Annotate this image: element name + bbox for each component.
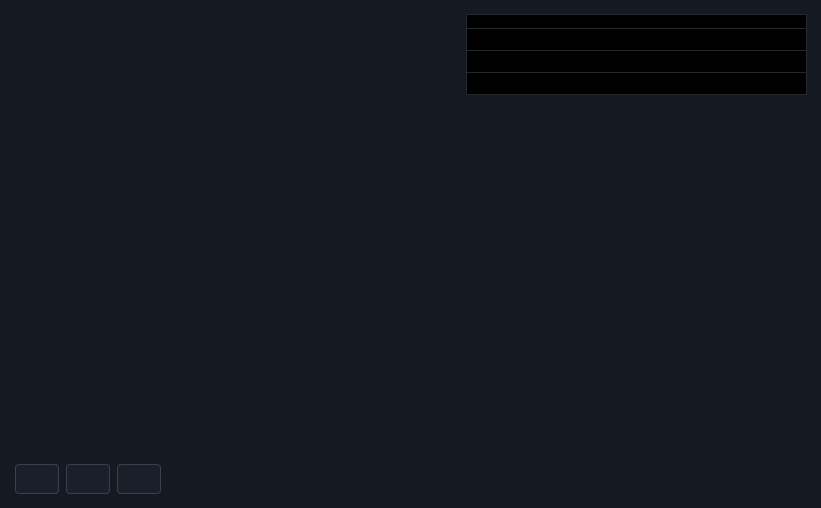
tooltip-date [467, 15, 806, 28]
tooltip-row-earnings-per-share [467, 72, 806, 94]
tooltip-row-dividend-per-share [467, 50, 806, 72]
earnings-per-share-dot-icon [130, 475, 139, 484]
dividend-yield-dot-icon [28, 475, 37, 484]
legend-item-earnings-per-share[interactable] [117, 464, 161, 494]
legend-item-dividend-yield[interactable] [15, 464, 59, 494]
hover-tooltip [466, 14, 807, 95]
dividend-per-share-dot-icon [79, 475, 88, 484]
chart-legend [15, 464, 161, 494]
legend-item-dividend-per-share[interactable] [66, 464, 110, 494]
tooltip-row-dividend-yield [467, 28, 806, 50]
